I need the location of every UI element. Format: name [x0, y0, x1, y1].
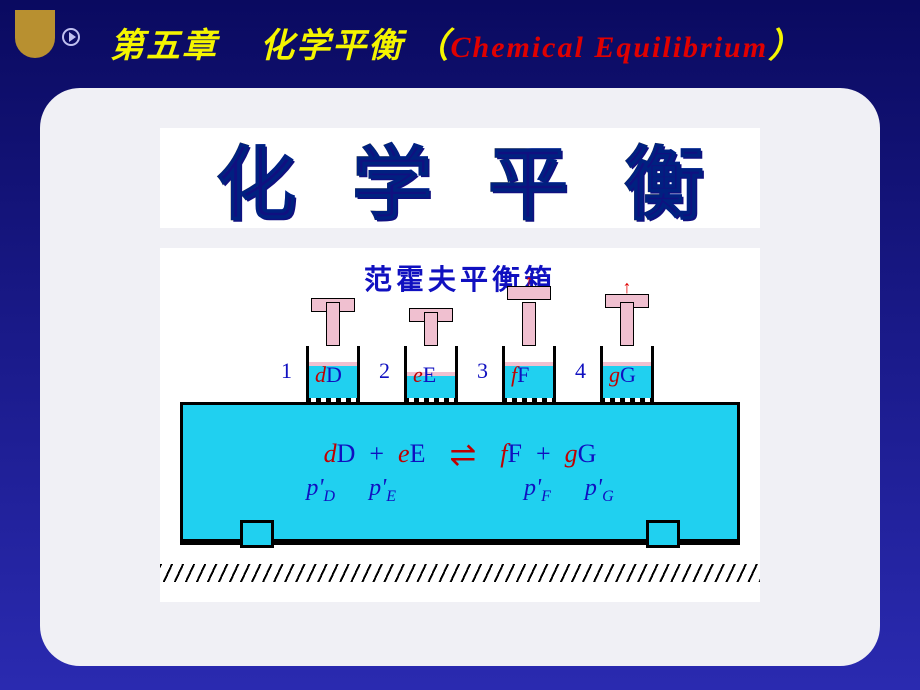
paren-open: （: [415, 28, 451, 65]
title-english: Chemical Equilibrium: [451, 31, 769, 64]
cylinder-number: 1: [281, 358, 292, 384]
arrow-icon: ↑: [623, 282, 632, 292]
banner-char: 学: [352, 120, 432, 236]
equation-row: dD + eE ⇀↽ fF + gG: [324, 439, 597, 469]
cylinder-body: eE: [404, 346, 458, 398]
cylinder: 1↓dD: [303, 306, 363, 402]
cylinder-membrane: [502, 398, 556, 402]
banner: 化 学 平 衡: [160, 128, 760, 228]
box-stand: [180, 542, 740, 564]
piston-stem: [620, 302, 634, 346]
piston-stem: [326, 302, 340, 346]
cylinder-body: gG: [600, 346, 654, 398]
cylinder-label: dD: [315, 362, 342, 388]
cylinder: 4↑gG: [597, 306, 657, 402]
cylinder-membrane: [404, 398, 458, 402]
cylinder-label: fF: [511, 362, 529, 388]
diagram-title: 范霍夫平衡箱: [160, 248, 760, 310]
banner-char: 衡: [624, 120, 704, 236]
cylinder-number: 4: [575, 358, 586, 384]
pressure-row: p'D p'E p'F p'G: [306, 475, 613, 506]
paren-close: ）: [768, 28, 804, 65]
cylinder-membrane: [600, 398, 654, 402]
ground-hatch: [160, 564, 760, 582]
cylinder-number: 2: [379, 358, 390, 384]
slide-title: 第五章 化学平衡 （Chemical Equilibrium）: [110, 18, 804, 67]
cylinder-label: eE: [413, 362, 436, 388]
cylinder-row: 1↓dD2↓eE3↑fF4↑gG: [160, 310, 760, 402]
title-chapter: 第五章: [110, 28, 218, 65]
banner-char: 平: [488, 120, 568, 236]
cylinder-number: 3: [477, 358, 488, 384]
cylinder-membrane: [306, 398, 360, 402]
cylinder: 3↑fF: [499, 306, 559, 402]
cylinder-body: dD: [306, 346, 360, 398]
university-logo: [15, 10, 55, 58]
banner-char: 化: [216, 120, 296, 236]
cylinder: 2↓eE: [401, 306, 461, 402]
vant-hoff-diagram: 范霍夫平衡箱 1↓dD2↓eE3↑fF4↑gG dD + eE ⇀↽ fF + …: [160, 248, 760, 602]
cylinder-body: fF: [502, 346, 556, 398]
piston-stem: [522, 302, 536, 346]
equilibrium-arrows-icon: ⇀↽: [449, 446, 476, 462]
play-icon[interactable]: [62, 28, 80, 46]
piston-stem: [424, 312, 438, 346]
piston-cap: [507, 286, 551, 300]
title-topic: 化学平衡: [260, 28, 404, 65]
cylinder-label: gG: [609, 362, 636, 388]
arrow-icon: ↑: [525, 276, 534, 286]
content-panel: 化 学 平 衡 范霍夫平衡箱 1↓dD2↓eE3↑fF4↑gG dD + eE …: [40, 88, 880, 666]
